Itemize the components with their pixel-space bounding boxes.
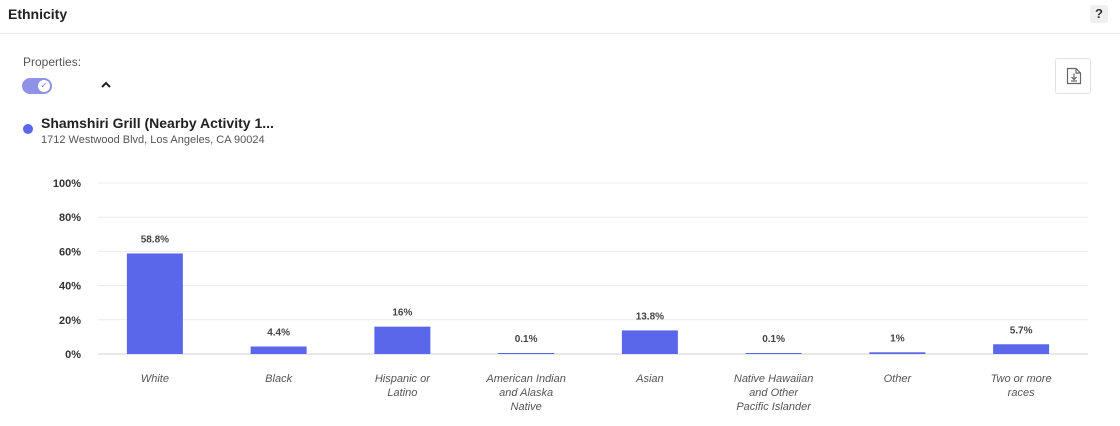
chevron-up-icon[interactable] (99, 78, 113, 92)
bar[interactable] (374, 326, 431, 354)
y-tick-label: 20% (59, 315, 81, 327)
bar[interactable] (869, 352, 926, 354)
x-tick-label: Hispanic or (375, 373, 431, 385)
x-tick-label: Black (265, 373, 292, 385)
download-file-icon (1066, 67, 1082, 85)
bar-value-label: 0.1% (515, 334, 538, 345)
x-tick-label: Asian (635, 373, 664, 385)
x-tick-label: and Other (749, 387, 799, 399)
x-tick-label: Pacific Islander (736, 401, 812, 413)
properties-label: Properties: (23, 55, 82, 69)
bar-value-label: 1% (890, 333, 905, 344)
y-tick-label: 80% (59, 212, 81, 224)
x-tick-label: and Alaska (499, 387, 553, 399)
bar[interactable] (993, 344, 1050, 354)
bar-value-label: 4.4% (267, 327, 290, 338)
properties-toggle[interactable]: ✓ (22, 78, 52, 94)
legend-color-dot (23, 124, 33, 134)
bar-value-label: 58.8% (141, 234, 169, 245)
x-tick-label: Latino (387, 387, 417, 399)
y-tick-label: 40% (59, 281, 81, 293)
x-tick-label: White (141, 373, 169, 385)
x-tick-label: Native Hawaiian (734, 373, 813, 385)
legend-location-name[interactable]: Shamshiri Grill (Nearby Activity 1... (41, 115, 274, 131)
bar[interactable] (126, 253, 183, 354)
y-tick-label: 100% (53, 178, 81, 190)
bar-value-label: 13.8% (636, 311, 664, 322)
bar-value-label: 0.1% (762, 334, 785, 345)
panel-header: Ethnicity ? (0, 0, 1120, 34)
legend-location-address: 1712 Westwood Blvd, Los Angeles, CA 9002… (41, 134, 265, 146)
x-tick-label: American Indian (485, 373, 566, 385)
download-button[interactable] (1055, 58, 1091, 94)
bar-value-label: 16% (392, 308, 412, 319)
x-tick-label: Other (884, 373, 913, 385)
panel-title: Ethnicity (8, 6, 68, 22)
y-tick-label: 0% (65, 349, 81, 361)
bar[interactable] (250, 346, 307, 354)
x-tick-label: Two or more (991, 373, 1052, 385)
bar[interactable] (498, 353, 555, 354)
bar-value-label: 5.7% (1010, 325, 1033, 336)
help-button[interactable]: ? (1090, 5, 1108, 23)
check-icon: ✓ (38, 80, 50, 92)
x-tick-label: Native (511, 401, 542, 413)
x-tick-label: races (1008, 387, 1035, 399)
ethnicity-bar-chart: 0% 20% 40% 60% 80% 100% 58.8% White 4.4% Black 16%… (53, 178, 1088, 413)
y-tick-label: 60% (59, 246, 81, 258)
bar[interactable] (621, 330, 678, 354)
bar[interactable] (745, 353, 802, 354)
